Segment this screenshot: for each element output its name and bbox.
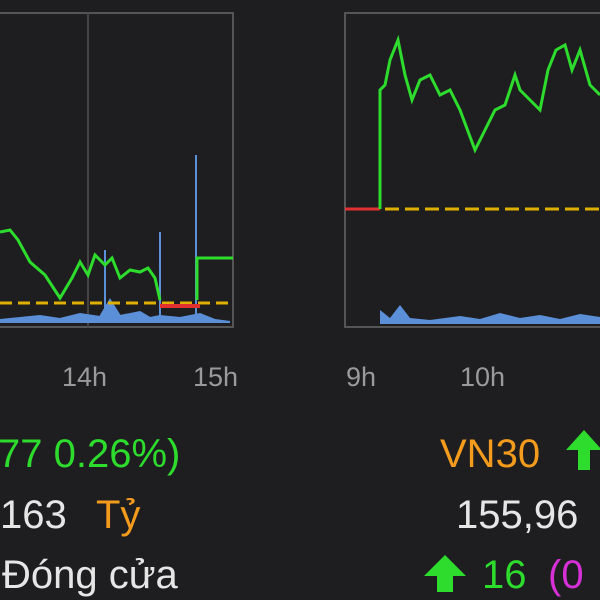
change-text: 77 0.26%) (0, 432, 181, 476)
unit-text: Tỷ (96, 493, 141, 537)
right-volume (380, 305, 600, 324)
price-line (195, 256, 233, 300)
up-arrow (566, 430, 600, 470)
change-pct-text: (0 (548, 553, 584, 597)
value-text: 155,96 (456, 493, 579, 537)
up-arrow (424, 555, 466, 592)
right-frame (344, 12, 600, 328)
value-text: 163 (0, 493, 67, 537)
price-line (378, 34, 600, 209)
index-name: VN30 (440, 432, 541, 476)
price-line (0, 228, 162, 301)
status-text: Đóng cửa (2, 553, 178, 597)
x-tick-label: 10h (460, 362, 506, 392)
x-tick-label: 14h (62, 362, 108, 392)
change-text: 16 (482, 553, 527, 597)
x-tick-label: 9h (346, 362, 377, 392)
x-tick-label: 15h (193, 362, 239, 392)
